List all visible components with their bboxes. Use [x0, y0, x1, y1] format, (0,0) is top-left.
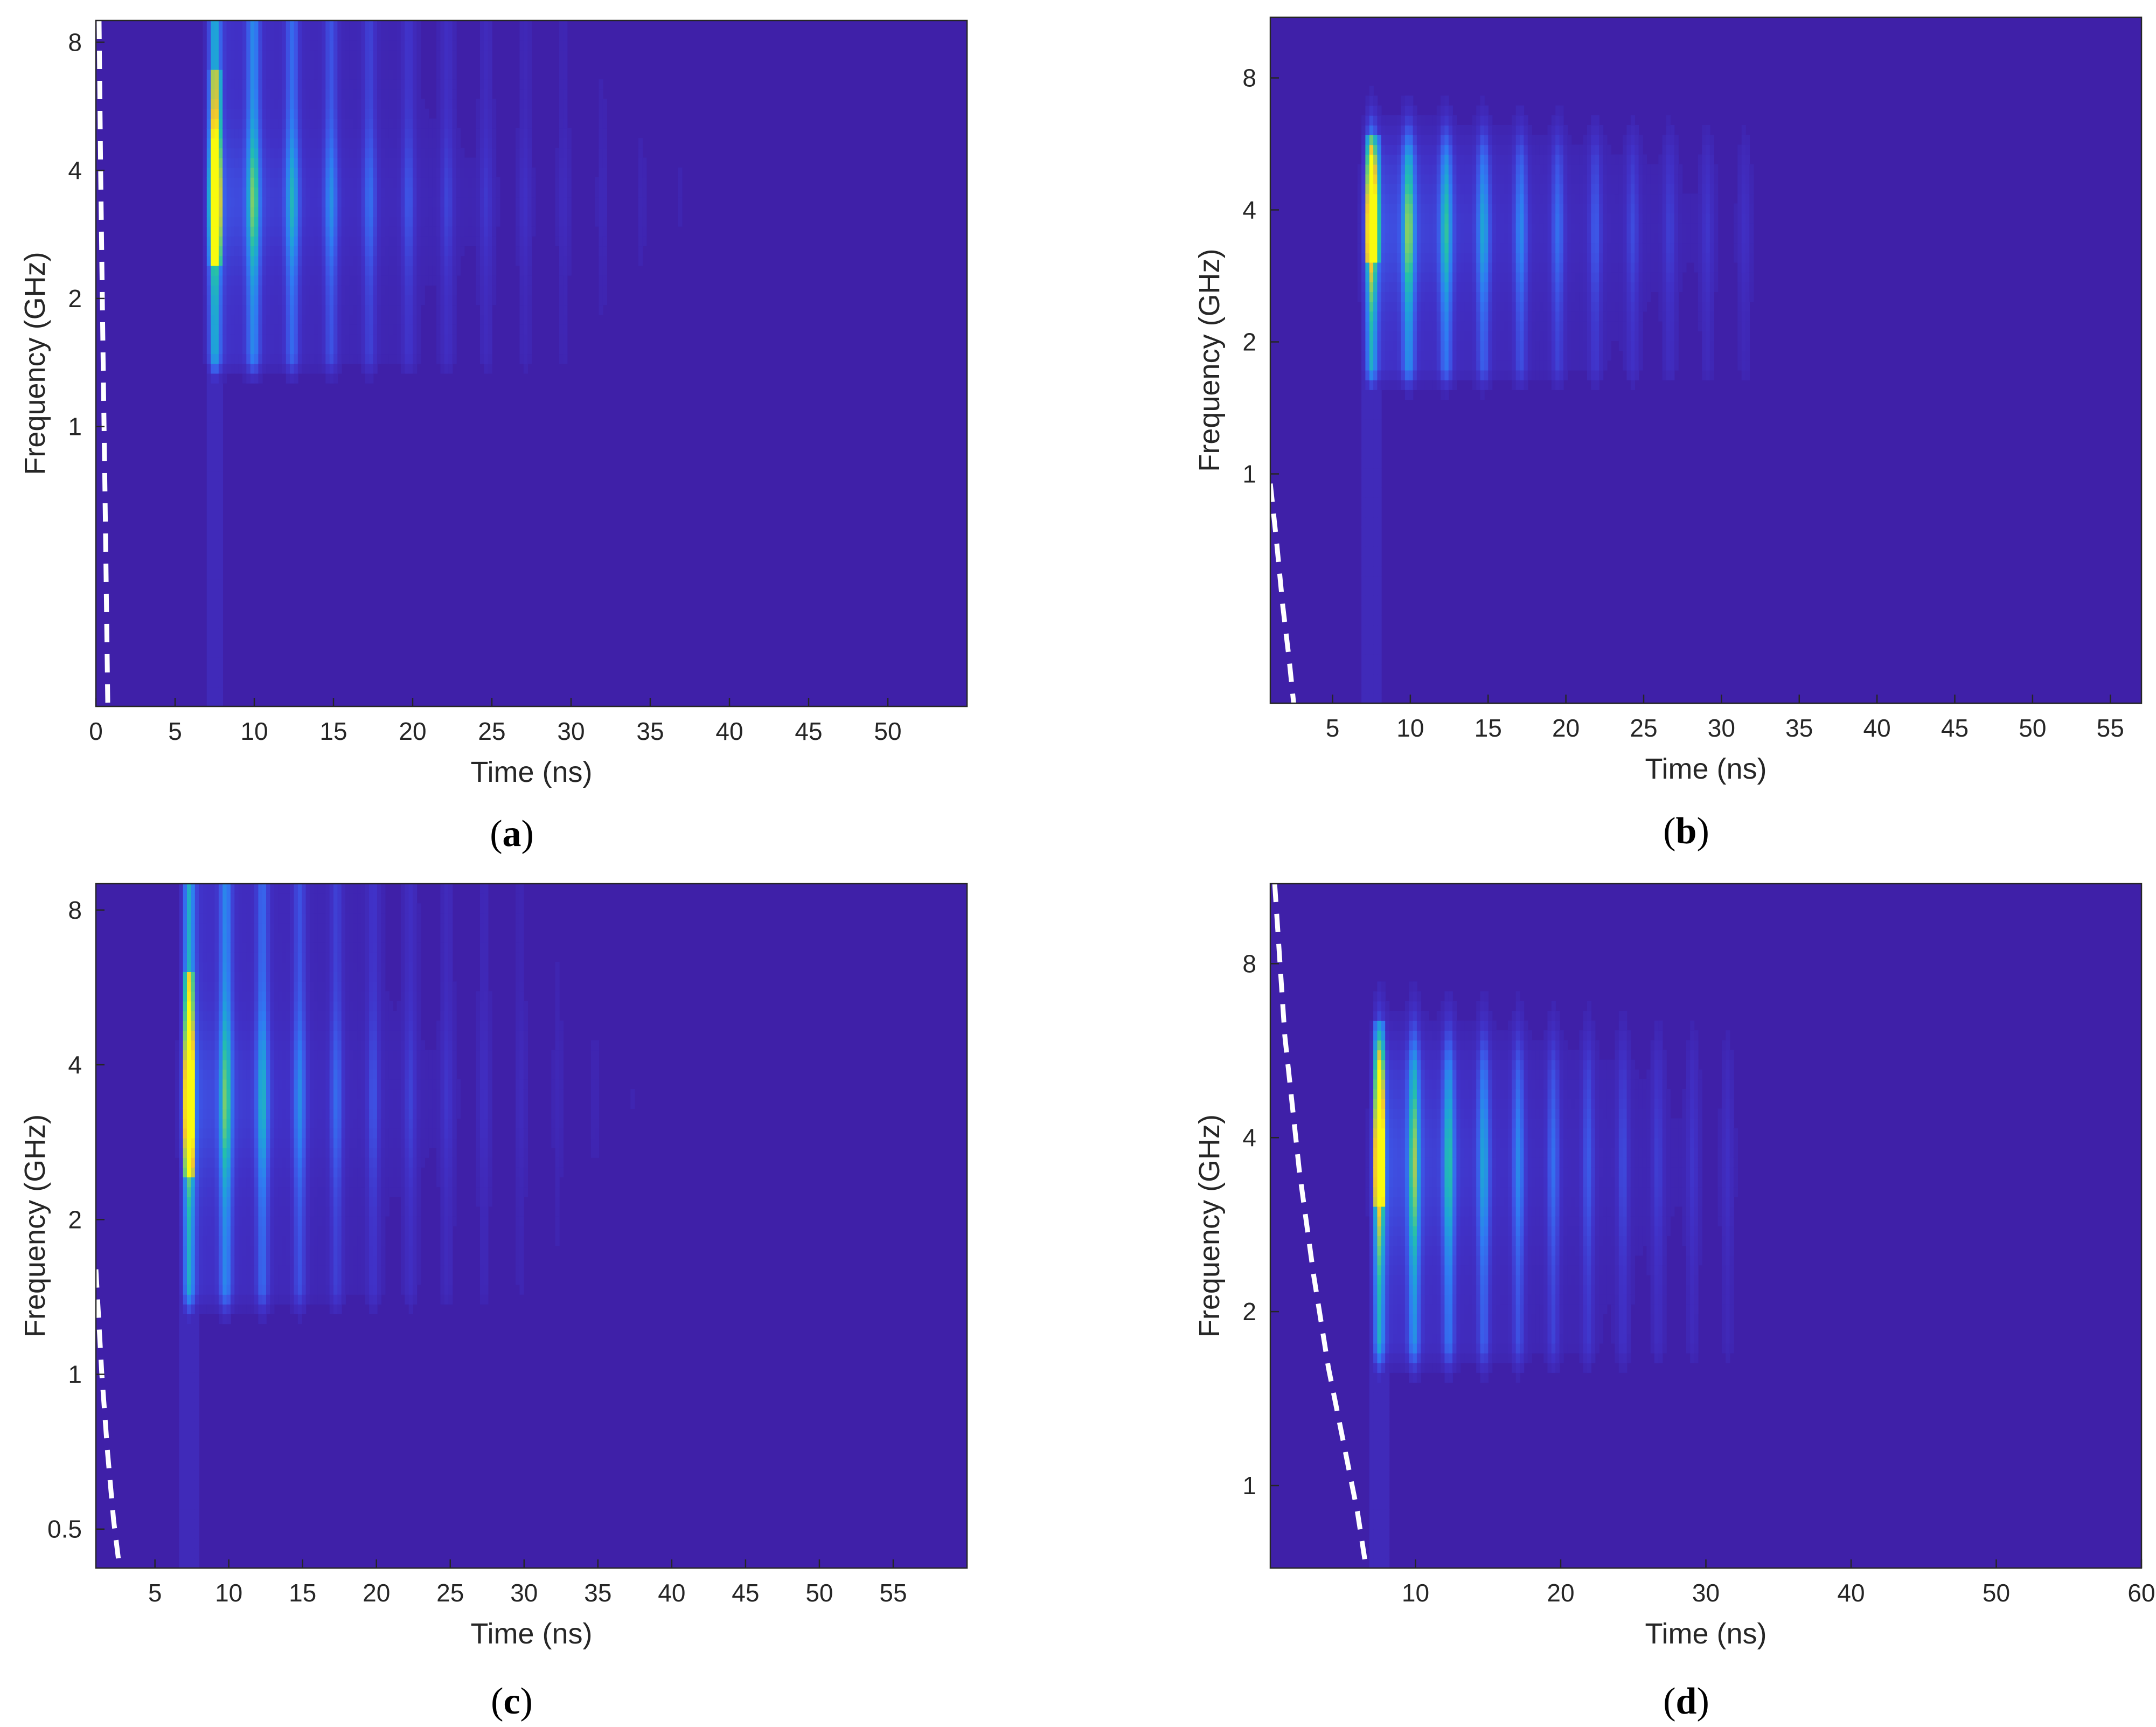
x-tick-label-c: 40	[658, 1579, 685, 1607]
y-tick-label-c: 2	[68, 1205, 82, 1233]
x-tick-label-d: 10	[1402, 1579, 1429, 1607]
x-tick-label-c: 35	[584, 1579, 611, 1607]
x-tick-label-b: 35	[1785, 714, 1813, 742]
y-tick-label-c: 4	[68, 1051, 82, 1079]
x-tick-label-d: 20	[1547, 1579, 1574, 1607]
y-tick-label-a: 4	[68, 156, 82, 184]
x-tick-label-b: 55	[2097, 714, 2124, 742]
x-tick-label-a: 0	[89, 717, 103, 745]
x-axis-label-a: Time (ns)	[471, 756, 593, 788]
x-tick-label-c: 5	[148, 1579, 162, 1607]
panel-caption-c: (c)	[491, 1681, 533, 1722]
x-tick-label-a: 40	[715, 717, 743, 745]
y-tick-label-d: 4	[1242, 1123, 1256, 1152]
x-tick-label-c: 10	[215, 1579, 242, 1607]
x-tick-label-a: 30	[557, 717, 585, 745]
y-tick-label-b: 1	[1242, 460, 1256, 488]
x-tick-label-c: 45	[732, 1579, 759, 1607]
y-tick-label-c: 0.5	[47, 1515, 82, 1543]
y-tick-label-d: 1	[1242, 1472, 1256, 1500]
x-axis-label-b: Time (ns)	[1645, 753, 1767, 785]
y-tick-label-b: 8	[1242, 64, 1256, 92]
panel-d: 10 20 30 40 50 60 1 2 4 8 Time (ns) Frequency (GHz)…	[1193, 884, 2155, 1722]
x-tick-label-b: 20	[1552, 714, 1580, 742]
x-tick-label-d: 30	[1692, 1579, 1720, 1607]
x-tick-label-d: 40	[1837, 1579, 1865, 1607]
y-tick-label-a: 1	[68, 413, 82, 441]
panel-a: 0 5 10 15 20 25 30 35 40 45 50 1 2 4 8 Time (ns) Frequen…	[19, 20, 967, 855]
x-tick-label-c: 55	[879, 1579, 907, 1607]
panel-caption-a: (a)	[490, 813, 534, 855]
panel-caption-d: (d)	[1663, 1681, 1709, 1722]
y-tick-label-d: 8	[1242, 949, 1256, 977]
x-tick-label-a: 35	[636, 717, 664, 745]
x-tick-label-d: 60	[2127, 1579, 2155, 1607]
x-tick-label-c: 50	[805, 1579, 833, 1607]
y-tick-label-c: 8	[68, 896, 82, 924]
x-axis-label-c: Time (ns)	[471, 1618, 593, 1650]
x-tick-label-b: 5	[1326, 714, 1340, 742]
x-tick-label-b: 25	[1630, 714, 1657, 742]
y-tick-label-b: 2	[1242, 328, 1256, 356]
panel-c: 5 10 15 20 25 30 35 40 45 50 55 0.5 1 2 4 8 Time (ns) Fre…	[19, 884, 967, 1722]
x-tick-label-c: 30	[510, 1579, 538, 1607]
x-tick-label-b: 10	[1396, 714, 1424, 742]
y-axis-label-a: Frequency (GHz)	[19, 252, 51, 475]
y-tick-label-d: 2	[1242, 1298, 1256, 1326]
x-tick-label-a: 15	[319, 717, 347, 745]
x-tick-label-c: 20	[363, 1579, 390, 1607]
x-tick-label-c: 15	[289, 1579, 316, 1607]
x-tick-label-a: 5	[168, 717, 182, 745]
y-axis-label-b: Frequency (GHz)	[1193, 248, 1226, 471]
x-tick-label-a: 50	[874, 717, 901, 745]
panel-b: 5 10 15 20 25 30 35 40 45 50 55 1 2 4 8 Time (ns) Freque…	[1193, 17, 2141, 852]
x-tick-label-a: 20	[399, 717, 426, 745]
y-tick-label-a: 2	[68, 285, 82, 313]
x-tick-label-d: 50	[1983, 1579, 2010, 1607]
y-tick-label-c: 1	[68, 1361, 82, 1389]
x-tick-label-b: 40	[1863, 714, 1891, 742]
x-tick-label-a: 10	[240, 717, 268, 745]
x-tick-label-a: 45	[795, 717, 822, 745]
x-tick-label-b: 30	[1708, 714, 1735, 742]
panel-caption-b: (b)	[1663, 810, 1709, 852]
y-tick-label-b: 4	[1242, 196, 1256, 224]
x-axis-label-d: Time (ns)	[1645, 1618, 1767, 1650]
x-tick-label-b: 15	[1475, 714, 1502, 742]
x-tick-label-b: 45	[1941, 714, 1969, 742]
x-tick-label-a: 25	[478, 717, 505, 745]
y-axis-label-c: Frequency (GHz)	[19, 1114, 51, 1337]
x-tick-label-c: 25	[436, 1579, 464, 1607]
y-tick-label-a: 8	[68, 28, 82, 56]
y-axis-label-d: Frequency (GHz)	[1193, 1114, 1226, 1337]
x-tick-label-b: 50	[2019, 714, 2046, 742]
